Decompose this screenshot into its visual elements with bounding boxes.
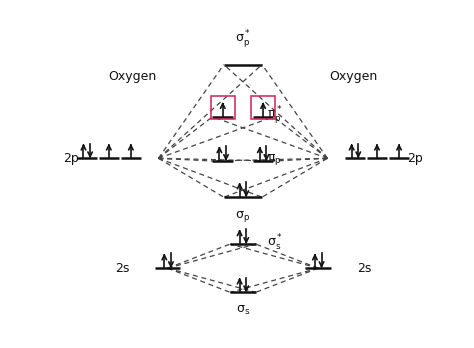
Text: 2p: 2p xyxy=(63,152,79,165)
Text: $\mathregular{\pi_p^*}$: $\mathregular{\pi_p^*}$ xyxy=(267,104,283,126)
Bar xyxy=(210,96,235,119)
Text: $\mathregular{\pi_p}$: $\mathregular{\pi_p}$ xyxy=(267,152,282,167)
Text: $\mathregular{\sigma_p}$: $\mathregular{\sigma_p}$ xyxy=(236,209,250,224)
Bar xyxy=(251,96,275,119)
Text: 2s: 2s xyxy=(357,262,371,275)
Text: 2p: 2p xyxy=(407,152,423,165)
Text: $\mathregular{\sigma_p^*}$: $\mathregular{\sigma_p^*}$ xyxy=(235,28,251,50)
Text: $\mathregular{\sigma_s}$: $\mathregular{\sigma_s}$ xyxy=(236,304,250,317)
Text: Oxygen: Oxygen xyxy=(109,70,157,83)
Text: 2s: 2s xyxy=(115,262,129,275)
Text: Oxygen: Oxygen xyxy=(329,70,377,83)
Text: $\mathregular{\sigma_s^*}$: $\mathregular{\sigma_s^*}$ xyxy=(267,233,283,253)
